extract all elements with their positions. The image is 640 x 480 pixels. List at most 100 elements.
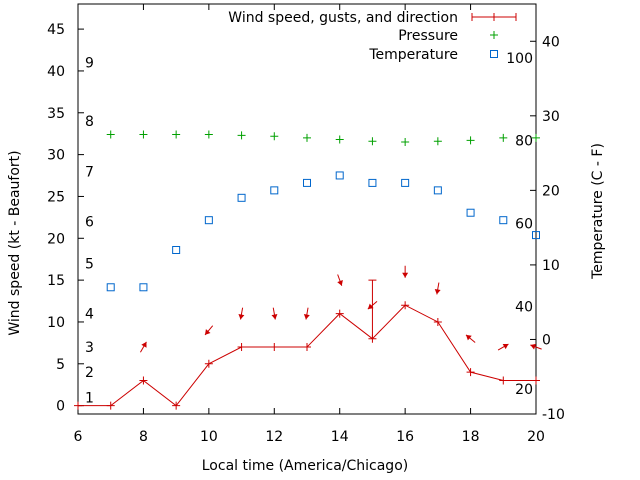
beaufort-label: 8 bbox=[85, 114, 94, 130]
x-tick-label: 14 bbox=[331, 429, 349, 445]
fahrenheit-label: 100 bbox=[506, 51, 533, 67]
x-tick-label: 8 bbox=[139, 429, 148, 445]
temperature-point bbox=[237, 193, 246, 202]
y-tick-label: 40 bbox=[47, 64, 65, 80]
temperature-point bbox=[401, 178, 410, 187]
pressure-point bbox=[466, 136, 475, 145]
beaufort-label: 6 bbox=[85, 215, 94, 231]
wind-speed-point bbox=[139, 376, 148, 385]
y-tick-label: 20 bbox=[47, 231, 65, 247]
wind-direction-arrowhead bbox=[530, 343, 537, 350]
wind-speed-point bbox=[106, 401, 115, 410]
legend: Wind speed, gusts, and direction Pressure… bbox=[228, 10, 517, 63]
y2-axis-label: Temperature (C - F) bbox=[590, 143, 606, 280]
y2-tick-label: 20 bbox=[542, 183, 560, 199]
beaufort-label: 3 bbox=[85, 340, 94, 356]
wind-direction-arrowhead bbox=[434, 288, 441, 295]
x-axis-label: Local time (America/Chicago) bbox=[202, 458, 408, 474]
pressure-point bbox=[106, 130, 115, 139]
x-tick-label: 18 bbox=[462, 429, 480, 445]
wind-direction-arrowhead bbox=[337, 280, 343, 286]
beaufort-label: 5 bbox=[85, 256, 94, 272]
series-layer bbox=[74, 130, 542, 410]
x-tick-label: 20 bbox=[527, 429, 545, 445]
legend-swatch-wind-ticks bbox=[471, 13, 517, 21]
wind-direction-arrowhead bbox=[367, 303, 374, 310]
pressure-point bbox=[270, 132, 279, 141]
y2-tick-label: 40 bbox=[542, 34, 560, 50]
fahrenheit-label: 40 bbox=[515, 299, 533, 315]
wind-direction-arrowhead bbox=[271, 314, 278, 320]
y-axis-label: Wind speed (kt - Beaufort) bbox=[7, 150, 23, 335]
y2-tick-label: 0 bbox=[542, 332, 551, 348]
temperature-point bbox=[204, 216, 213, 225]
temperature-point bbox=[532, 231, 540, 240]
wind-speed-point bbox=[204, 359, 213, 368]
legend-swatch-pressure bbox=[490, 31, 498, 39]
y-tick-label: 5 bbox=[56, 357, 65, 373]
wind-direction-arrowhead bbox=[141, 341, 147, 348]
temperature-point bbox=[270, 186, 279, 195]
fahrenheit-label: 80 bbox=[515, 134, 533, 150]
x-tick-label: 16 bbox=[396, 429, 414, 445]
wind-speed-point bbox=[532, 376, 540, 385]
beaufort-label: 1 bbox=[85, 390, 94, 406]
temperature-point bbox=[433, 186, 442, 195]
wind-speed-point bbox=[74, 401, 82, 410]
pressure-point bbox=[237, 131, 246, 140]
legend-swatch-temperature bbox=[490, 50, 498, 58]
axes-layer: 6 8 10 12 14 16 18 20051015202530354045-1001020… bbox=[47, 3, 565, 445]
pressure-point bbox=[433, 137, 442, 146]
y-tick-label: 35 bbox=[47, 106, 65, 122]
wind-speed-point bbox=[303, 343, 311, 352]
plot-frame bbox=[77, 3, 537, 415]
temperature-point bbox=[139, 283, 148, 292]
fahrenheit-label: 20 bbox=[515, 382, 533, 398]
temperature-point bbox=[335, 171, 344, 180]
y-tick-label: 25 bbox=[47, 189, 65, 205]
y-tick-label: 45 bbox=[47, 22, 65, 38]
wind-speed-point bbox=[270, 343, 279, 352]
pressure-point bbox=[204, 130, 213, 139]
pressure-point bbox=[172, 130, 181, 139]
legend-label-pressure: Pressure bbox=[398, 28, 458, 44]
pressure-point bbox=[303, 133, 311, 142]
y-tick-label: 15 bbox=[47, 273, 65, 289]
wind-speed-point bbox=[499, 376, 508, 385]
pressure-point bbox=[532, 133, 540, 142]
x-tick-label: 12 bbox=[265, 429, 283, 445]
x-tick-label: 10 bbox=[200, 429, 218, 445]
temperature-point bbox=[106, 283, 115, 292]
pressure-point bbox=[401, 138, 410, 147]
wind-speed-point bbox=[466, 368, 475, 377]
beaufort-label: 2 bbox=[85, 365, 94, 381]
wind-direction-arrowhead bbox=[502, 343, 509, 350]
wind-direction-arrowhead bbox=[402, 272, 409, 278]
temperature-point bbox=[368, 178, 377, 187]
wind-speed-line bbox=[78, 304, 536, 407]
wind-speed-point bbox=[335, 309, 344, 318]
wind-direction-arrowhead bbox=[465, 334, 472, 341]
legend-label-temperature: Temperature bbox=[368, 47, 458, 63]
pressure-point bbox=[368, 137, 377, 146]
pressure-point bbox=[335, 135, 344, 144]
wind-speed-point bbox=[433, 317, 442, 326]
y-tick-label: 30 bbox=[47, 148, 65, 164]
wind-speed-point bbox=[237, 343, 246, 352]
wind-direction-arrowhead bbox=[205, 329, 211, 335]
temperature-point bbox=[466, 208, 475, 217]
y2-tick-label: -10 bbox=[542, 407, 565, 423]
y2-tick-label: 30 bbox=[542, 109, 560, 125]
beaufort-label: 9 bbox=[85, 56, 94, 72]
wind-speed-point bbox=[401, 301, 410, 310]
temperature-point bbox=[172, 246, 181, 254]
legend-label-wind: Wind speed, gusts, and direction bbox=[228, 10, 458, 26]
wind-speed-point bbox=[172, 401, 181, 410]
fahrenheit-label: 60 bbox=[515, 216, 533, 232]
beaufort-label: 7 bbox=[85, 164, 94, 180]
beaufort-label: 4 bbox=[85, 307, 94, 323]
pressure-point bbox=[499, 133, 508, 142]
wind-direction-arrowhead bbox=[303, 314, 310, 320]
y2-tick-label: 10 bbox=[542, 258, 560, 274]
